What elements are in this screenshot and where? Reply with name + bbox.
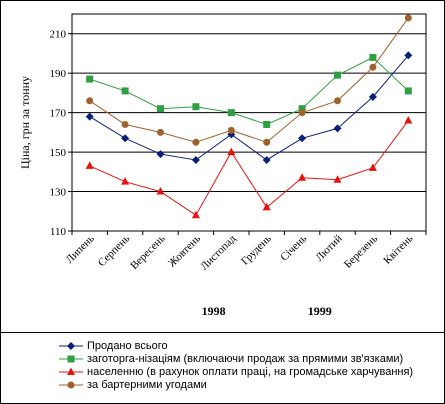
data-point xyxy=(262,155,271,164)
y-tick-label: 210 xyxy=(50,29,67,41)
data-point xyxy=(298,173,307,181)
x-tick-label: Липень xyxy=(64,233,97,266)
series-line xyxy=(89,17,409,143)
y-tick-label: 190 xyxy=(50,68,67,80)
data-point xyxy=(157,105,164,113)
legend-symbol xyxy=(67,355,75,363)
data-point xyxy=(227,147,236,156)
series-4 xyxy=(86,14,412,146)
data-point xyxy=(157,128,164,136)
data-point xyxy=(121,177,130,185)
chart-legend: Продано всього заготорга-нізаціям (включа… xyxy=(1,332,444,404)
data-point xyxy=(121,120,129,128)
legend-label: Продано всього xyxy=(87,340,168,352)
legend-symbol xyxy=(67,342,75,350)
x-tick-label: Квітень xyxy=(381,233,415,267)
series-3 xyxy=(85,116,413,219)
series-line xyxy=(89,56,409,126)
data-point xyxy=(85,112,94,121)
series-line xyxy=(89,120,409,216)
data-point xyxy=(191,210,200,219)
data-point xyxy=(298,109,306,117)
series-2 xyxy=(86,53,412,128)
data-point xyxy=(404,116,413,124)
data-point xyxy=(369,53,377,61)
legend-symbol xyxy=(67,367,75,375)
data-point xyxy=(192,138,200,146)
data-point xyxy=(368,92,377,101)
data-point xyxy=(85,161,94,169)
legend-entry: Продано всього xyxy=(59,340,168,352)
data-point xyxy=(298,105,306,113)
legend-symbol xyxy=(67,381,75,389)
data-point xyxy=(86,97,94,105)
y-axis-title: Ціна, грн за тонну xyxy=(18,76,32,169)
data-point xyxy=(404,14,412,22)
data-point xyxy=(334,97,341,105)
data-point xyxy=(298,134,307,143)
data-point xyxy=(156,150,165,159)
x-tick-label: Серпень xyxy=(96,233,132,269)
plot-area xyxy=(71,13,427,232)
data-point xyxy=(404,87,412,95)
legend-marker xyxy=(59,381,83,389)
data-point xyxy=(334,71,341,79)
legend-marker xyxy=(59,342,83,350)
y-tick-label: 130 xyxy=(50,187,67,199)
data-point xyxy=(262,202,271,211)
x-tick-label: Лютий xyxy=(313,233,344,264)
y-tick-label: 150 xyxy=(50,147,67,159)
data-point xyxy=(227,109,235,117)
legend-label: заготорга-нізаціям (включаючи продаж за … xyxy=(87,353,404,365)
x-tick-label: Вересень xyxy=(128,233,167,272)
data-point xyxy=(227,126,235,134)
data-point xyxy=(121,87,129,95)
data-point xyxy=(404,51,413,60)
legend-label: за бартерними угодами xyxy=(87,379,207,391)
data-point xyxy=(263,138,271,146)
x-tick-label: Грудень xyxy=(239,233,274,268)
x-tick-label: Листопад xyxy=(198,232,238,272)
year-label: 1999 xyxy=(308,304,332,318)
x-tick-label: Березень xyxy=(342,233,380,271)
data-point xyxy=(156,187,165,195)
legend-marker xyxy=(59,355,83,363)
legend-entry: заготорга-нізаціям (включаючи продаж за … xyxy=(59,353,403,365)
line-chart: 110130150170190210ЛипеньСерпеньВересеньЖ… xyxy=(18,13,427,318)
year-label: 1998 xyxy=(202,304,226,318)
data-point xyxy=(369,63,377,71)
series-1 xyxy=(85,51,413,164)
x-tick-label: Січень xyxy=(278,233,309,264)
data-point xyxy=(263,120,271,128)
data-point xyxy=(121,134,130,143)
legend-label: населенню (в рахунок оплати праці, на гр… xyxy=(87,366,414,378)
data-point xyxy=(368,163,377,171)
data-point xyxy=(333,175,342,183)
data-point xyxy=(333,124,342,133)
data-point xyxy=(86,75,94,83)
data-point xyxy=(192,103,200,111)
series-line xyxy=(89,55,409,161)
data-point xyxy=(191,155,200,164)
legend-entry: за бартерними угодами xyxy=(59,379,207,391)
legend-entry: населенню (в рахунок оплати праці, на гр… xyxy=(59,366,413,378)
y-tick-label: 110 xyxy=(50,226,67,238)
y-tick-label: 170 xyxy=(50,108,67,120)
legend-marker xyxy=(59,367,83,375)
